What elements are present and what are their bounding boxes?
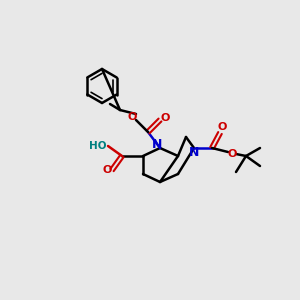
Text: O: O — [102, 165, 112, 175]
Text: O: O — [227, 149, 237, 159]
Text: N: N — [152, 137, 162, 151]
Text: N: N — [189, 146, 199, 160]
Text: O: O — [160, 113, 170, 123]
Text: O: O — [217, 122, 227, 132]
Text: HO: HO — [89, 141, 107, 151]
Text: O: O — [127, 112, 137, 122]
